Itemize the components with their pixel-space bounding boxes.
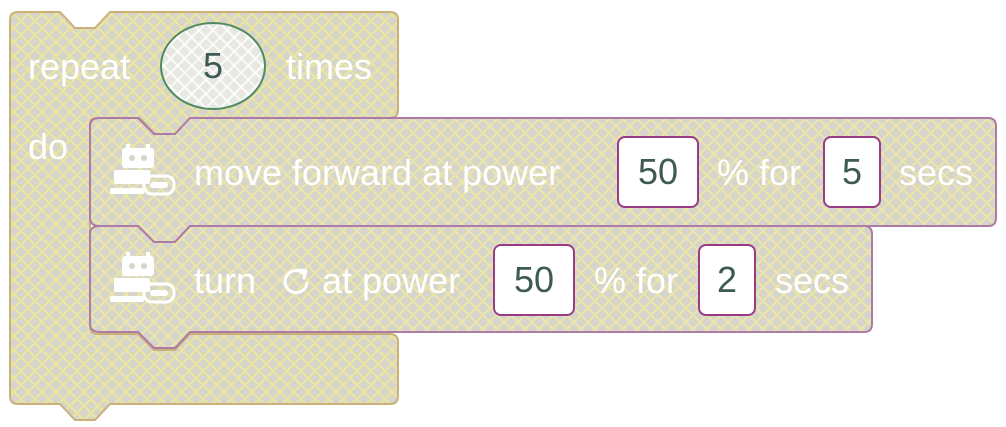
move-forward-label: move forward at power: [194, 152, 561, 193]
turn-block[interactable]: [89, 225, 873, 349]
move-power-input[interactable]: 50: [617, 136, 699, 208]
turn-duration-input[interactable]: 2: [698, 244, 756, 316]
repeat-count-input[interactable]: 5: [160, 22, 266, 110]
move-percent-for-label: % for: [717, 152, 802, 193]
do-label: do: [28, 126, 69, 167]
times-label: times: [286, 46, 373, 87]
turn-power-input[interactable]: 50: [493, 244, 575, 316]
turn-percent-for-label: % for: [594, 260, 679, 301]
move-duration-input[interactable]: 5: [823, 136, 881, 208]
turn-label: turn: [194, 260, 257, 301]
robot-icon: [110, 252, 176, 304]
move-secs-label: secs: [899, 152, 974, 193]
repeat-label: repeat: [28, 46, 131, 87]
repeat-block[interactable]: [9, 11, 399, 421]
turn-at-power-label: at power: [322, 260, 461, 301]
robot-icon: [110, 144, 176, 196]
rotate-clockwise-icon: [283, 268, 309, 295]
move-forward-block[interactable]: [89, 117, 997, 243]
turn-secs-label: secs: [775, 260, 850, 301]
